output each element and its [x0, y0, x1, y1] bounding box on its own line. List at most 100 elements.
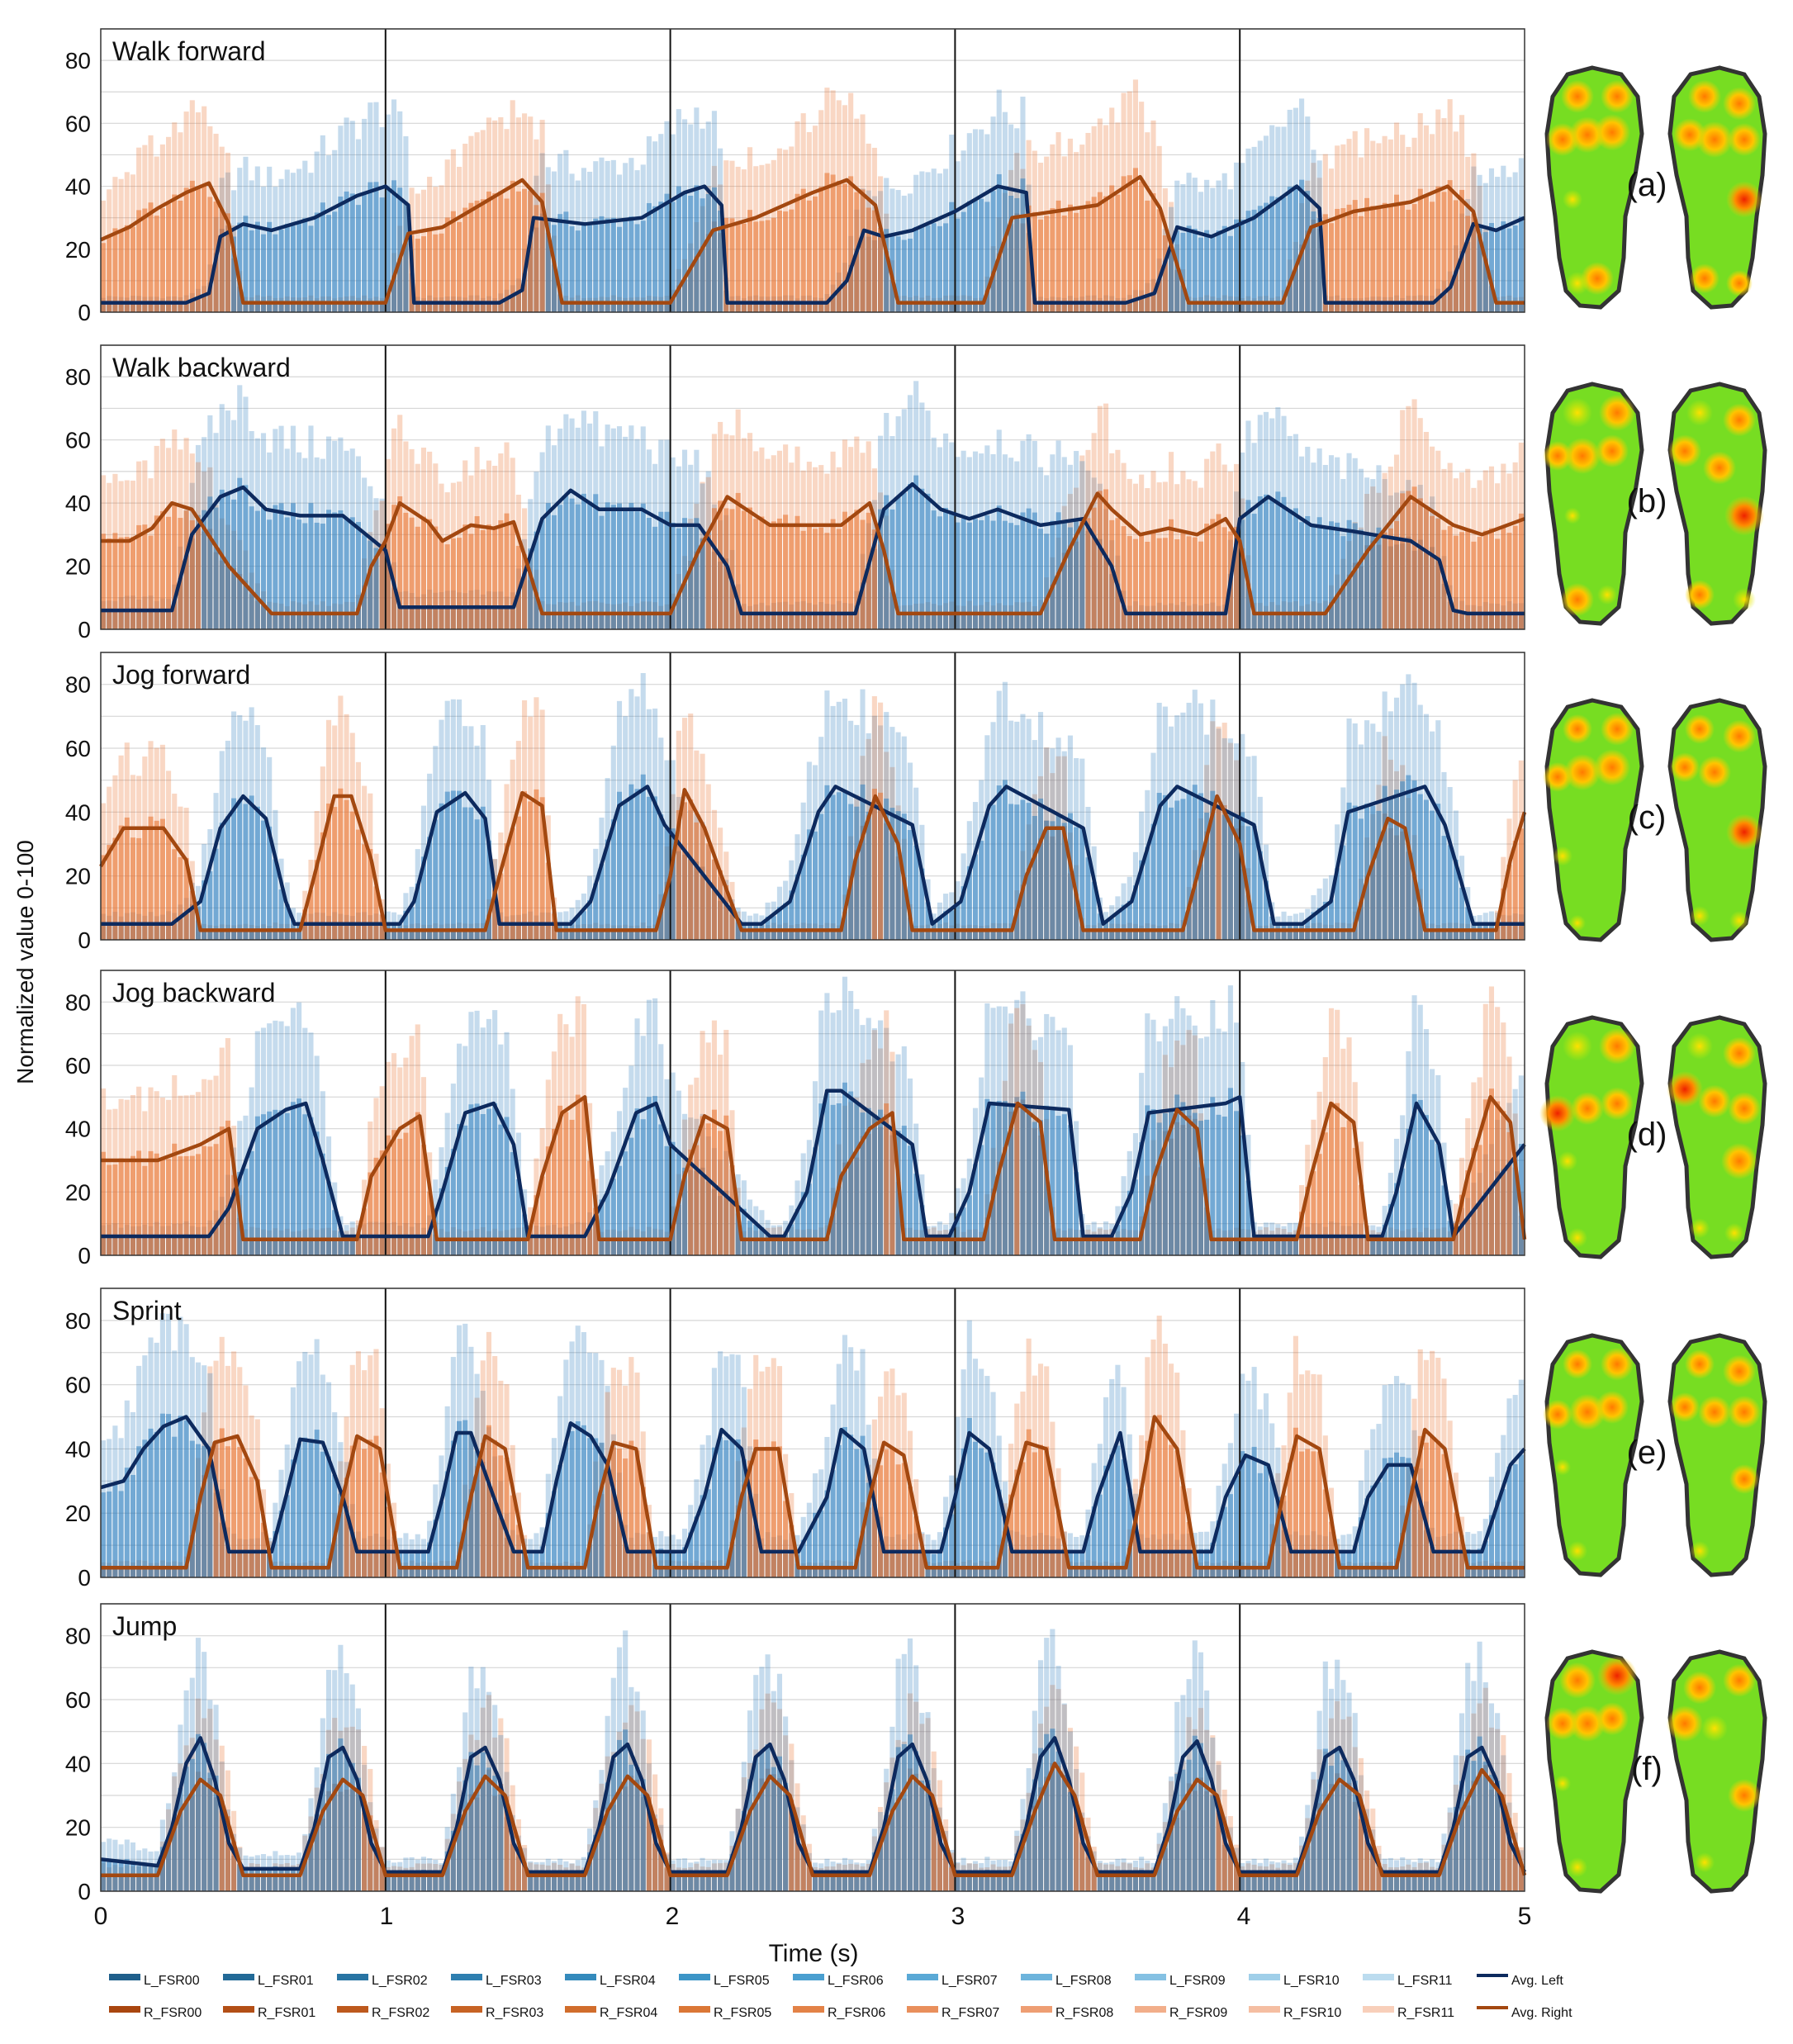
right-sensor-bar-core [344, 799, 349, 940]
right-sensor-bar-core [753, 221, 759, 312]
right-sensor-bar-core [480, 529, 486, 629]
left-sensor-bar-core [984, 813, 990, 940]
left-sensor-bar-core [990, 1102, 996, 1255]
right-sensor-bar-core [148, 202, 154, 312]
right-sensor-bar-core [813, 196, 818, 312]
right-sensor-bar-core [1044, 216, 1050, 312]
left-sensor-bar-core [278, 1510, 284, 1577]
left-sensor-bar-core [154, 1866, 159, 1891]
left-sensor-bar-core [433, 819, 439, 940]
right-sensor-bar-core [457, 221, 462, 312]
right-sensor-bar-core [753, 1439, 759, 1577]
left-sensor-bar-core [1400, 1168, 1406, 1255]
left-sensor-bar-core [1257, 1473, 1263, 1577]
left-sensor-bar-core [172, 1817, 178, 1891]
right-sensor-bar-core [581, 1099, 586, 1255]
left-sensor-bar-core [806, 829, 812, 940]
right-sensor-bar-core [124, 225, 130, 312]
left-sensor-bar-core [1495, 1500, 1501, 1577]
right-sensor-bar-core [1447, 1480, 1453, 1577]
right-sensor-bar-core [136, 210, 142, 312]
left-sensor-bar-core [949, 202, 955, 312]
left-sensor-bar-core [741, 1208, 747, 1255]
left-sensor-bar-core [415, 883, 420, 940]
right-sensor-bar-core [130, 837, 136, 940]
right-sensor-bar-core [1150, 531, 1156, 629]
left-sensor-bar-core [1227, 814, 1233, 940]
right-sensor-bar-core [866, 207, 871, 312]
left-sensor-bar-core [1518, 1454, 1524, 1577]
right-sensor-bar-core [1447, 526, 1453, 629]
left-sensor-bar-core [338, 196, 344, 312]
left-sensor-bar-core [871, 1114, 877, 1255]
right-sensor-bar-core [1293, 1427, 1298, 1577]
left-sensor-bar-core [249, 795, 254, 940]
right-sensor-bar-core [207, 1146, 213, 1255]
left-sensor-bar-core [1216, 1114, 1221, 1255]
left-sensor-bar-core [1156, 1122, 1162, 1255]
left-sensor-bar-core [273, 1530, 278, 1577]
left-sensor-bar-core [1400, 781, 1406, 940]
left-sensor-bar-core [813, 1147, 818, 1255]
panel-title: Sprint [112, 1296, 182, 1326]
right-sensor-bar-core [551, 1129, 557, 1255]
right-sensor-bar-core [183, 510, 189, 629]
left-sensor-bar-core [688, 195, 694, 312]
avg-left-line [100, 1415, 1526, 1554]
left-sensor-bar-core [1411, 1093, 1417, 1255]
left-sensor-bar-core [1121, 1206, 1127, 1255]
right-sensor-bar-core [450, 538, 456, 629]
left-sensor-bar-core [1495, 228, 1501, 312]
left-sensor-bar-core [344, 518, 349, 629]
left-sensor-bar-core [575, 504, 581, 629]
right-sensor-bar-core [118, 537, 124, 629]
right-sensor-bar-core [107, 538, 112, 629]
left-sensor-bar-core [563, 496, 569, 629]
left-sensor-bar-core [1198, 1121, 1204, 1255]
left-sensor-bar-core [824, 1490, 830, 1577]
left-sensor-bar-core [462, 807, 468, 940]
right-sensor-bar-core [189, 1155, 195, 1255]
right-sensor-bar-core [569, 1119, 575, 1255]
left-sensor-bar-core [1257, 206, 1263, 312]
left-sensor-bar-core [979, 1145, 984, 1255]
y-tick-label: 60 [65, 111, 91, 136]
left-sensor-bar-core [1121, 904, 1127, 940]
right-sensor-bar-core [1162, 235, 1168, 312]
left-sensor-bar-core [913, 845, 919, 940]
right-sensor-bar-core [1055, 1510, 1061, 1577]
right-sensor-bar-core [1305, 1187, 1311, 1255]
left-sensor-bar-core [711, 187, 717, 312]
left-sensor-bar-core [813, 1512, 818, 1577]
right-sensor-bar-core [1037, 1444, 1044, 1577]
right-sensor-bar-core [1169, 1444, 1174, 1577]
right-sensor-bar-core [457, 538, 462, 629]
right-sensor-bar-core [824, 533, 830, 629]
left-sensor-bar-core [1488, 223, 1495, 312]
left-sensor-bar-core [907, 830, 913, 940]
left-sensor-bar-core [966, 1195, 972, 1255]
right-sensor-bar-core [444, 217, 450, 312]
left-sensor-bar-core [670, 1141, 676, 1255]
left-sensor-bar-core [1026, 1108, 1032, 1255]
right-sensor-bar-core [534, 205, 539, 312]
right-sensor-bar-core [1430, 1436, 1435, 1577]
left-sensor-bar-core [1192, 229, 1198, 312]
left-sensor-bar-core [1430, 810, 1435, 940]
left-sensor-bar-core [569, 226, 575, 312]
y-tick-label: 40 [65, 1751, 91, 1776]
left-sensor-bar-core [640, 1119, 646, 1255]
right-sensor-bar-core [427, 1191, 433, 1255]
right-sensor-bar-core [510, 523, 515, 629]
left-sensor-bar-core [563, 211, 569, 312]
left-sensor-bar-core [705, 193, 711, 312]
right-sensor-bar-core [1186, 1521, 1192, 1577]
right-sensor-bar-core [813, 529, 818, 629]
left-sensor-bar-core [1210, 235, 1216, 312]
left-sensor-bar-core [842, 790, 848, 940]
right-sensor-bar-core [1435, 1441, 1441, 1577]
right-sensor-bar-core [409, 517, 415, 629]
left-sensor-bar-core [670, 522, 676, 629]
left-sensor-bar-core [142, 1439, 148, 1577]
left-sensor-bar-core [528, 548, 534, 629]
